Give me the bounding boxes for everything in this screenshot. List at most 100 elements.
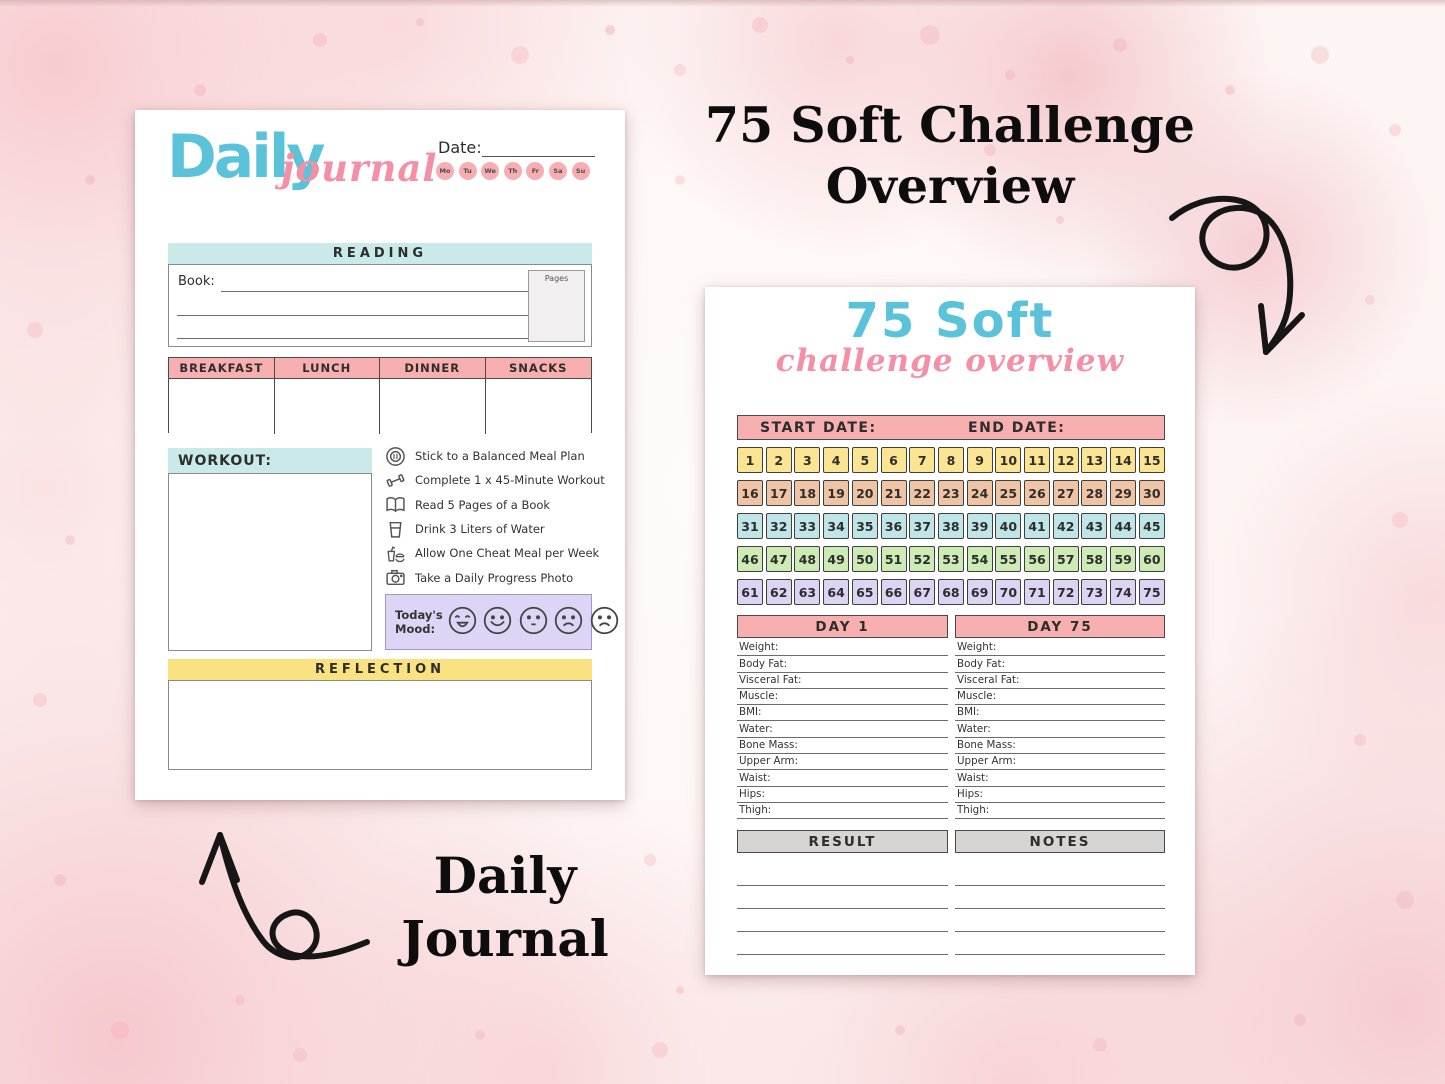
day-number-cell[interactable]: 37 bbox=[909, 513, 936, 539]
workout-section-box[interactable] bbox=[168, 473, 372, 651]
day-number-cell[interactable]: 34 bbox=[823, 513, 850, 539]
day-number-cell[interactable]: 43 bbox=[1081, 513, 1108, 539]
measurement-field[interactable]: Upper Arm: bbox=[955, 754, 1165, 771]
measurement-field[interactable]: Weight: bbox=[737, 640, 948, 657]
day-number-cell[interactable]: 64 bbox=[823, 579, 850, 605]
day-number-cell[interactable]: 75 bbox=[1138, 579, 1165, 605]
day-circle-tu[interactable]: Tu bbox=[458, 162, 477, 180]
day-number-cell[interactable]: 52 bbox=[909, 546, 936, 572]
day-number-cell[interactable]: 68 bbox=[937, 579, 964, 605]
measurement-field[interactable]: Visceral Fat: bbox=[955, 673, 1165, 689]
checklist-item[interactable]: Drink 3 Liters of Water bbox=[385, 517, 597, 541]
day-number-cell[interactable]: 39 bbox=[966, 513, 993, 539]
measurement-field[interactable]: Body Fat: bbox=[737, 656, 948, 673]
day-number-cell[interactable]: 8 bbox=[937, 447, 964, 473]
day-number-cell[interactable]: 59 bbox=[1110, 546, 1137, 572]
reading-input-line[interactable] bbox=[177, 315, 554, 316]
measurement-field[interactable]: Thigh: bbox=[955, 803, 1165, 820]
reading-section-box[interactable]: Book: Pages bbox=[168, 264, 592, 347]
measurement-field[interactable]: Muscle: bbox=[737, 689, 948, 706]
day-number-cell[interactable]: 56 bbox=[1024, 546, 1051, 572]
day-number-cell[interactable]: 47 bbox=[765, 546, 792, 572]
day-number-cell[interactable]: 23 bbox=[937, 480, 964, 506]
day-circle-sa[interactable]: Sa bbox=[548, 162, 567, 180]
day-number-cell[interactable]: 74 bbox=[1110, 579, 1137, 605]
day-number-cell[interactable]: 60 bbox=[1138, 546, 1165, 572]
mood-face-frowning[interactable] bbox=[552, 604, 585, 641]
end-date-label[interactable]: END DATE: bbox=[968, 419, 1066, 436]
day-number-cell[interactable]: 41 bbox=[1024, 513, 1051, 539]
day-number-cell[interactable]: 42 bbox=[1052, 513, 1079, 539]
measurement-field[interactable]: Body Fat: bbox=[955, 656, 1165, 673]
book-input-line[interactable] bbox=[221, 291, 554, 292]
day-number-cell[interactable]: 9 bbox=[966, 447, 993, 473]
writing-line[interactable] bbox=[955, 909, 1165, 932]
mood-face-neutral[interactable] bbox=[517, 604, 550, 641]
measurement-field[interactable]: Upper Arm: bbox=[737, 754, 948, 771]
measurement-field[interactable]: Bone Mass: bbox=[955, 738, 1165, 755]
day-number-cell[interactable]: 62 bbox=[765, 579, 792, 605]
measurement-field[interactable]: Water: bbox=[955, 721, 1165, 738]
day-number-cell[interactable]: 26 bbox=[1024, 480, 1051, 506]
day-number-cell[interactable]: 44 bbox=[1110, 513, 1137, 539]
day-number-cell[interactable]: 19 bbox=[823, 480, 850, 506]
start-date-label[interactable]: START DATE: bbox=[760, 419, 877, 436]
day-number-cell[interactable]: 65 bbox=[851, 579, 878, 605]
day-number-cell[interactable]: 11 bbox=[1024, 447, 1051, 473]
measurement-field[interactable]: Hips: bbox=[737, 787, 948, 803]
day-number-cell[interactable]: 17 bbox=[765, 480, 792, 506]
day-number-cell[interactable]: 22 bbox=[909, 480, 936, 506]
day-circle-we[interactable]: We bbox=[481, 162, 500, 180]
measurement-field[interactable]: Hips: bbox=[955, 787, 1165, 803]
day-number-cell[interactable]: 73 bbox=[1081, 579, 1108, 605]
day-number-cell[interactable]: 25 bbox=[995, 480, 1022, 506]
checklist-item[interactable]: Read 5 Pages of a Book bbox=[385, 493, 597, 517]
day-number-cell[interactable]: 18 bbox=[794, 480, 821, 506]
checklist-item[interactable]: Take a Daily Progress Photo bbox=[385, 565, 597, 589]
day-number-cell[interactable]: 53 bbox=[937, 546, 964, 572]
day-number-cell[interactable]: 13 bbox=[1081, 447, 1108, 473]
measurement-field[interactable]: Weight: bbox=[955, 640, 1165, 657]
day-number-cell[interactable]: 61 bbox=[737, 579, 763, 605]
measurement-field[interactable]: Bone Mass: bbox=[737, 738, 948, 755]
day-number-cell[interactable]: 21 bbox=[880, 480, 907, 506]
day-number-cell[interactable]: 6 bbox=[880, 447, 907, 473]
day-number-cell[interactable]: 15 bbox=[1138, 447, 1165, 473]
day-number-cell[interactable]: 49 bbox=[823, 546, 850, 572]
writing-line[interactable] bbox=[737, 909, 948, 932]
day-circle-mo[interactable]: Mo bbox=[436, 162, 454, 180]
day-number-cell[interactable]: 58 bbox=[1081, 546, 1108, 572]
day-number-cell[interactable]: 45 bbox=[1138, 513, 1165, 539]
writing-line[interactable] bbox=[955, 932, 1165, 955]
day-number-cell[interactable]: 54 bbox=[966, 546, 993, 572]
day-number-cell[interactable]: 16 bbox=[737, 480, 763, 506]
day-number-cell[interactable]: 51 bbox=[880, 546, 907, 572]
day-number-cell[interactable]: 35 bbox=[851, 513, 878, 539]
day-number-cell[interactable]: 10 bbox=[995, 447, 1022, 473]
measurement-field[interactable]: Visceral Fat: bbox=[737, 673, 948, 689]
day-number-cell[interactable]: 20 bbox=[851, 480, 878, 506]
pages-box[interactable]: Pages bbox=[528, 270, 585, 342]
day-number-cell[interactable]: 30 bbox=[1138, 480, 1165, 506]
meal-cell-lunch[interactable] bbox=[274, 379, 380, 434]
day-number-cell[interactable]: 5 bbox=[851, 447, 878, 473]
writing-line[interactable] bbox=[737, 886, 948, 909]
day-number-cell[interactable]: 24 bbox=[966, 480, 993, 506]
day-number-cell[interactable]: 48 bbox=[794, 546, 821, 572]
day-number-cell[interactable]: 12 bbox=[1052, 447, 1079, 473]
day-number-cell[interactable]: 2 bbox=[765, 447, 792, 473]
measurement-field[interactable]: Muscle: bbox=[955, 689, 1165, 706]
checklist-item[interactable]: Allow One Cheat Meal per Week bbox=[385, 541, 599, 565]
meal-cell-snacks[interactable] bbox=[485, 379, 591, 434]
day-number-cell[interactable]: 31 bbox=[737, 513, 763, 539]
reflection-section-box[interactable] bbox=[168, 680, 592, 770]
day-number-cell[interactable]: 66 bbox=[880, 579, 907, 605]
writing-line[interactable] bbox=[737, 932, 948, 955]
measurement-field[interactable]: BMI: bbox=[737, 705, 948, 722]
checklist-item[interactable]: Stick to a Balanced Meal Plan bbox=[385, 444, 597, 468]
mood-face-smiling[interactable] bbox=[481, 604, 514, 641]
day-circle-su[interactable]: Su bbox=[571, 162, 590, 180]
checklist-item[interactable]: Complete 1 x 45-Minute Workout bbox=[385, 468, 605, 492]
day-number-cell[interactable]: 50 bbox=[851, 546, 878, 572]
measurement-field[interactable]: Water: bbox=[737, 721, 948, 738]
